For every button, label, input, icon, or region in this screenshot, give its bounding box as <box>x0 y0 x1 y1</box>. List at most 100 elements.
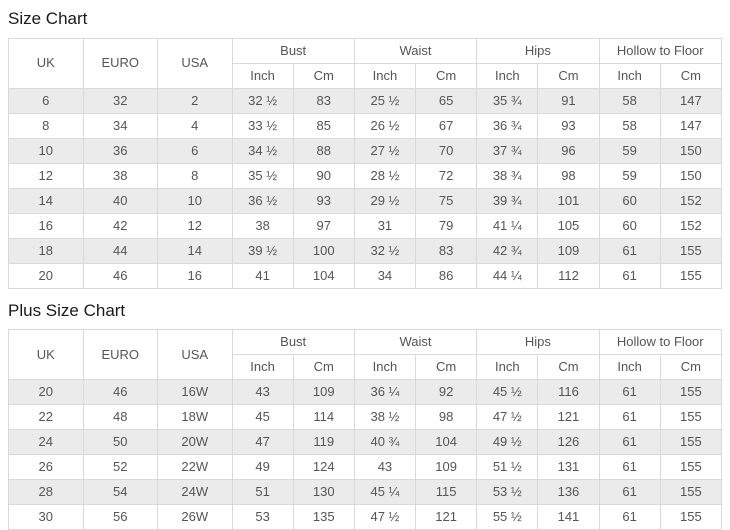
table-cell: 83 <box>415 237 478 264</box>
column-header-uk: UK <box>8 37 84 89</box>
table-cell: 25 ½ <box>353 87 417 114</box>
table-cell: 58 <box>598 112 661 139</box>
table-cell: 112 <box>537 262 600 289</box>
group-header-hips: Hips <box>476 37 600 64</box>
table-cell: 60 <box>598 187 661 214</box>
header-unit-row: Inch Cm Inch Cm Inch Cm Inch Cm <box>9 62 723 89</box>
table-cell: 8 <box>157 162 233 189</box>
table-cell: 155 <box>659 379 723 406</box>
table-cell: 32 ½ <box>231 87 294 114</box>
plus-size-chart-title: Plus Size Chart <box>8 300 126 320</box>
size-chart-title: Size Chart <box>8 9 88 28</box>
table-cell: 155 <box>659 404 723 431</box>
table-cell: 6 <box>157 137 233 164</box>
table-cell: 34 <box>82 112 158 139</box>
table-cell: 67 <box>415 112 478 139</box>
table-cell: 72 <box>415 162 478 189</box>
table-cell: 41 <box>231 262 294 289</box>
group-header-waist: Waist <box>353 329 478 356</box>
table-cell: 30 <box>8 504 84 530</box>
table-cell: 10 <box>8 137 84 164</box>
table-cell: 150 <box>659 162 723 189</box>
unit-header-cm: Cm <box>537 62 600 89</box>
table-cell: 96 <box>537 137 600 164</box>
table-cell: 20 <box>8 262 84 289</box>
unit-header-cm: Cm <box>292 62 355 89</box>
table-cell: 101 <box>537 187 600 214</box>
table-cell: 40 <box>82 187 158 214</box>
table-cell: 53 ½ <box>476 479 539 506</box>
table-cell: 38 ½ <box>353 404 417 431</box>
table-cell: 45 ¼ <box>353 479 417 506</box>
table-cell: 59 <box>598 162 661 189</box>
table-cell: 109 <box>292 379 355 406</box>
table-body: 6 32 2 32 ½ 83 25 ½ 65 35 ¾ 91 58 147 8 34 4 33 ½ 85 26 … <box>8 87 723 289</box>
column-header-euro: EURO <box>82 329 158 381</box>
table-row: 26 52 22W 49 124 43 109 51 ½ 131 61 155 <box>8 454 723 481</box>
table-cell: 119 <box>292 429 355 456</box>
table-cell: 26 ½ <box>353 112 417 139</box>
table-cell: 33 ½ <box>231 112 294 139</box>
table-cell: 126 <box>537 429 600 456</box>
table-cell: 50 <box>82 429 158 456</box>
table-cell: 61 <box>598 262 661 289</box>
table-cell: 58 <box>598 87 661 114</box>
table-row: 28 54 24W 51 130 45 ¼ 115 53 ½ 136 61 155 <box>8 479 723 506</box>
table-cell: 150 <box>659 137 723 164</box>
table-cell: 14 <box>157 237 233 264</box>
table-cell: 31 <box>353 212 417 239</box>
unit-header-cm: Cm <box>659 354 723 381</box>
table-cell: 61 <box>598 237 661 264</box>
column-header-usa: USA <box>157 329 233 381</box>
table-cell: 90 <box>292 162 355 189</box>
table-cell: 16 <box>8 212 84 239</box>
table-row: 18 44 14 39 ½ 100 32 ½ 83 42 ¾ 109 61 155 <box>8 237 723 264</box>
table-cell: 22W <box>157 454 233 481</box>
table-cell: 45 ½ <box>476 379 539 406</box>
table-cell: 34 ½ <box>231 137 294 164</box>
table-row: 20 46 16W 43 109 36 ¼ 92 45 ½ 116 61 155 <box>8 379 723 406</box>
group-header-hollow-to-floor: Hollow to Floor <box>598 37 723 64</box>
table-row: 6 32 2 32 ½ 83 25 ½ 65 35 ¾ 91 58 147 <box>8 87 723 114</box>
table-cell: 8 <box>8 112 84 139</box>
table-row: 12 38 8 35 ½ 90 28 ½ 72 38 ¾ 98 59 150 <box>8 162 723 189</box>
table-cell: 39 ¾ <box>476 187 539 214</box>
table-cell: 135 <box>292 504 355 530</box>
unit-header-cm: Cm <box>415 354 478 381</box>
table-cell: 43 <box>231 379 294 406</box>
table-cell: 93 <box>537 112 600 139</box>
table-cell: 155 <box>659 504 723 530</box>
table-cell: 45 <box>231 404 294 431</box>
table-cell: 42 ¾ <box>476 237 539 264</box>
table-cell: 35 ½ <box>231 162 294 189</box>
table-header: UK EURO USA Bust Waist Hips Hollow to Floor Inc… <box>8 37 723 89</box>
table-cell: 38 <box>82 162 158 189</box>
table-cell: 88 <box>292 137 355 164</box>
table-cell: 14 <box>8 187 84 214</box>
size-chart-table: UK EURO USA Bust Waist Hips Hollow to Floor Inc… <box>8 37 723 289</box>
table-cell: 42 <box>82 212 158 239</box>
table-cell: 61 <box>598 429 661 456</box>
table-cell: 147 <box>659 87 723 114</box>
column-header-usa: USA <box>157 37 233 89</box>
table-cell: 36 ¼ <box>353 379 417 406</box>
table-cell: 39 ½ <box>231 237 294 264</box>
table-cell: 28 ½ <box>353 162 417 189</box>
unit-header-cm: Cm <box>415 62 478 89</box>
plus-size-chart-table: UK EURO USA Bust Waist Hips Hollow to Floor Inc… <box>8 329 723 530</box>
table-cell: 83 <box>292 87 355 114</box>
table-cell: 131 <box>537 454 600 481</box>
table-cell: 46 <box>82 262 158 289</box>
table-cell: 18 <box>8 237 84 264</box>
unit-header-inch: Inch <box>231 62 294 89</box>
table-cell: 44 ¼ <box>476 262 539 289</box>
group-header-hips: Hips <box>476 329 600 356</box>
table-cell: 24W <box>157 479 233 506</box>
table-cell: 92 <box>415 379 478 406</box>
unit-header-cm: Cm <box>659 62 723 89</box>
table-cell: 61 <box>598 504 661 530</box>
table-row: 16 42 12 38 97 31 79 41 ¼ 105 60 152 <box>8 212 723 239</box>
table-cell: 16W <box>157 379 233 406</box>
table-cell: 26W <box>157 504 233 530</box>
